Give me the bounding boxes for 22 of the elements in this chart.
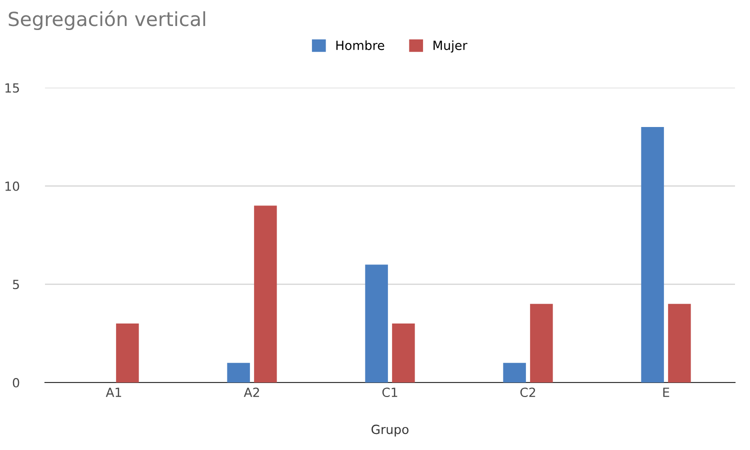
- y-tick-label: 15: [5, 83, 19, 93]
- bar: [668, 304, 691, 382]
- x-tick-label: A1: [106, 388, 122, 397]
- y-tick-label: 5: [13, 280, 19, 290]
- x-tick-label: C1: [382, 388, 398, 398]
- bar: [254, 206, 277, 382]
- bar: [641, 127, 664, 382]
- y-tick-label: 10: [5, 181, 20, 191]
- bar: [116, 324, 139, 382]
- x-tick-label: E: [663, 388, 670, 397]
- x-tick-label: C2: [520, 388, 536, 398]
- y-tick-label: 0: [12, 378, 20, 388]
- bar: [365, 264, 388, 382]
- legend-label: Mujer: [434, 40, 468, 53]
- legend-label: Hombre: [336, 40, 384, 50]
- x-axis-title: Grupo: [372, 424, 408, 437]
- bar: [503, 362, 526, 382]
- chart-title: Segregación vertical: [8, 10, 206, 30]
- bar: [530, 304, 553, 382]
- bar: [227, 362, 250, 382]
- bar: [392, 324, 415, 382]
- x-tick-label: A2: [244, 388, 259, 397]
